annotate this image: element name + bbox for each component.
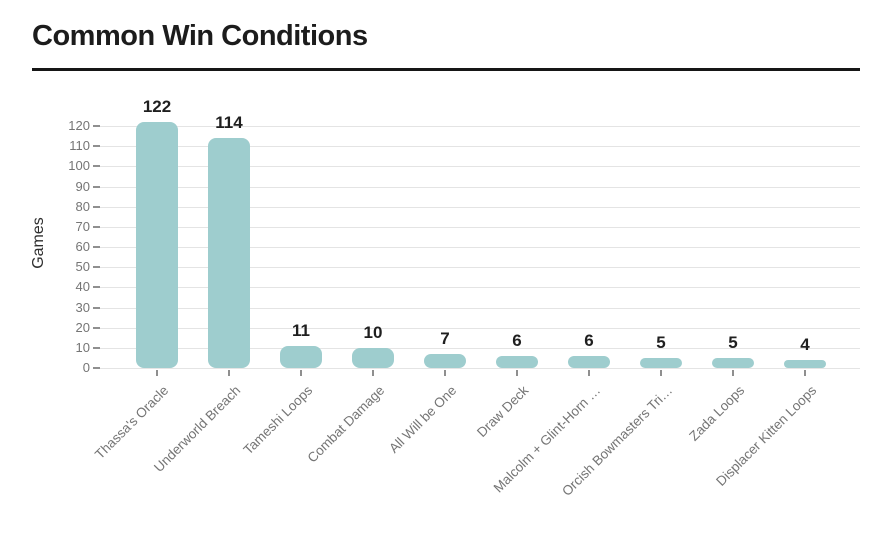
gridline <box>100 226 860 228</box>
bar-value-label: 11 <box>292 320 310 340</box>
gridline <box>100 307 860 309</box>
x-axis-tick-mark <box>804 370 806 376</box>
category-label: Tameshi Loops <box>240 382 316 458</box>
x-axis-tick-mark <box>732 370 734 376</box>
x-axis-tick-mark <box>516 370 518 376</box>
y-axis-tick-label: 10 <box>75 339 90 355</box>
gridline <box>100 126 860 127</box>
gridline <box>100 146 860 148</box>
y-axis-tick-mark <box>93 326 100 329</box>
bar[interactable] <box>640 357 682 368</box>
category-label: Zada Loops <box>686 382 748 444</box>
gridline <box>100 287 860 289</box>
y-axis-tick-label: 110 <box>69 138 90 154</box>
bar-value-label: 5 <box>656 332 666 352</box>
x-axis-tick-mark <box>228 370 230 376</box>
y-axis-tick-mark <box>93 246 100 248</box>
gridline <box>100 247 860 248</box>
x-axis-tick-mark <box>156 370 158 376</box>
bar[interactable] <box>712 357 754 368</box>
y-axis-tick-label: 90 <box>75 178 90 194</box>
bar-value-label: 7 <box>440 328 450 348</box>
y-axis-tick-label: 0 <box>82 360 90 375</box>
x-axis-tick-mark <box>660 370 662 376</box>
gridline <box>100 267 860 269</box>
bar[interactable] <box>352 347 394 368</box>
chart-title: Common Win Conditions <box>32 20 368 52</box>
y-axis-tick-mark <box>93 286 100 289</box>
gridline <box>100 166 860 168</box>
y-axis-tick-mark <box>93 205 100 208</box>
x-axis-tick-mark <box>300 370 302 376</box>
x-axis-tick-mark <box>372 370 374 376</box>
bar-value-label: 6 <box>584 330 594 350</box>
gridline <box>100 206 860 208</box>
y-axis-tick-mark <box>93 225 100 228</box>
x-axis-tick-mark <box>444 370 446 376</box>
category-label: Draw Deck <box>474 382 532 440</box>
y-axis-tick-mark <box>93 185 100 188</box>
bar[interactable] <box>496 355 538 368</box>
y-axis-tick-mark <box>93 346 100 349</box>
bar-value-label: 10 <box>363 322 383 342</box>
y-axis-tick-label: 60 <box>75 239 90 254</box>
y-axis-tick-label: 50 <box>75 259 90 275</box>
bar[interactable] <box>424 353 466 368</box>
y-axis-tick-label: 70 <box>75 218 90 234</box>
title-divider <box>32 68 860 71</box>
bar[interactable] <box>568 355 610 368</box>
y-axis-tick-mark <box>93 145 100 148</box>
y-axis-tick-mark <box>93 125 100 127</box>
x-axis-tick-mark <box>588 370 590 376</box>
y-axis-tick-mark <box>93 165 100 168</box>
bar-value-label: 6 <box>512 330 522 350</box>
bar-value-label: 4 <box>800 334 810 354</box>
gridline <box>100 327 860 329</box>
y-axis-tick-mark <box>93 266 100 269</box>
category-label: Thassa's Oracle <box>92 382 172 462</box>
category-label: Malcolm + Glint-Horn … <box>490 382 604 496</box>
gridline <box>100 347 860 349</box>
bar[interactable] <box>280 345 322 368</box>
bar[interactable] <box>208 138 250 368</box>
category-label: Displacer Kitten Loops <box>713 382 820 489</box>
category-label: Orcish Bowmasters Tri… <box>559 382 676 499</box>
y-axis-tick-label: 20 <box>75 319 90 335</box>
y-axis-tick-label: 100 <box>68 158 90 174</box>
y-axis-tick-label: 80 <box>75 198 90 214</box>
y-axis-tick-mark <box>93 306 100 309</box>
gridline <box>100 186 860 188</box>
category-label: Underworld Breach <box>150 382 244 476</box>
bar-value-label: 5 <box>728 332 738 352</box>
category-label: All Will be One <box>386 382 460 456</box>
bar-value-label: 114 <box>215 113 243 133</box>
bar-value-label: 122 <box>142 96 172 116</box>
y-axis-tick-label: 30 <box>75 299 90 315</box>
category-label: Combat Damage <box>304 382 388 466</box>
y-axis-tick-label: 40 <box>75 279 90 295</box>
bar[interactable] <box>784 359 826 368</box>
y-axis-tick-mark <box>93 367 100 369</box>
gridline <box>100 368 860 369</box>
bar[interactable] <box>136 121 178 368</box>
y-axis-tick-label: 120 <box>68 118 90 133</box>
